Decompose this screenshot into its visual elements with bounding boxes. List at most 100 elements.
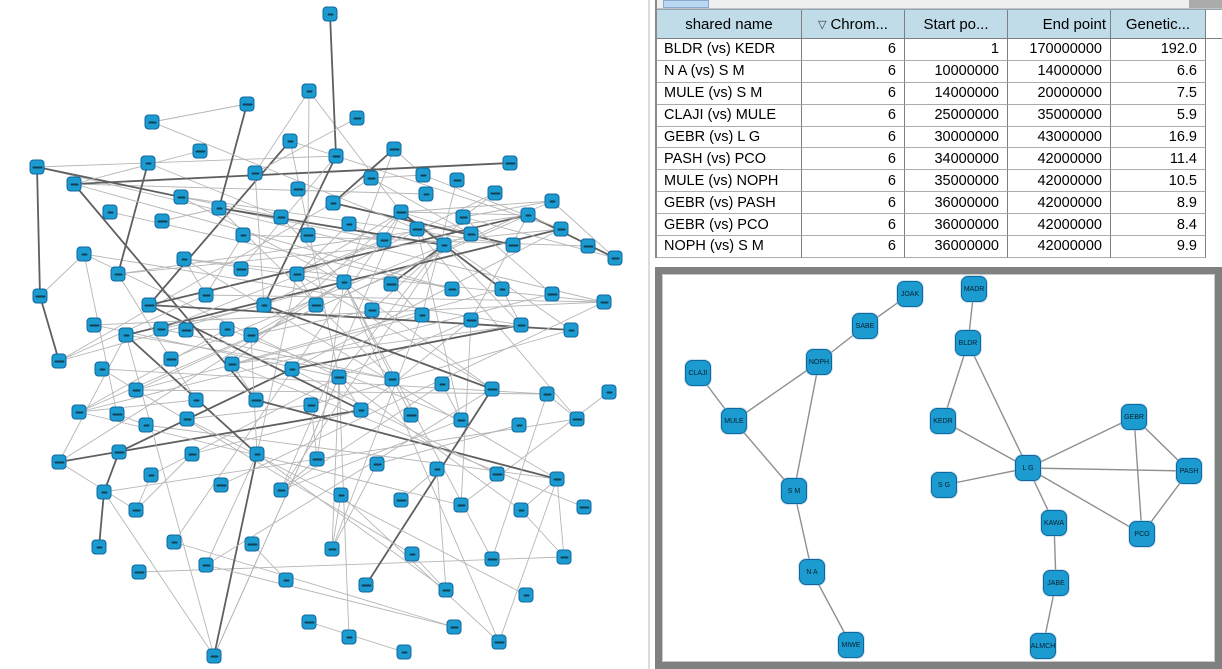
- graph-node[interactable]: [396, 644, 412, 660]
- graph-node[interactable]: [341, 629, 357, 645]
- table-row[interactable]: MULE (vs) NOPH 6 35000000 42000000 10.5: [657, 170, 1222, 193]
- graph-node[interactable]: [248, 392, 264, 408]
- graph-node[interactable]: [128, 502, 144, 518]
- graph-node[interactable]: [544, 193, 560, 209]
- table-row[interactable]: BLDR (vs) KEDR 6 1 170000000 192.0: [657, 39, 1222, 61]
- graph-node[interactable]: [166, 534, 182, 550]
- graph-node-claji[interactable]: CLAJI: [685, 360, 711, 386]
- graph-node[interactable]: [369, 456, 385, 472]
- graph-node[interactable]: [153, 321, 169, 337]
- graph-node[interactable]: [247, 165, 263, 181]
- graph-node[interactable]: [300, 227, 316, 243]
- detail-network-canvas[interactable]: JOAK MADR SABE BLDR NOPH CLAJI MULE KEDR GEBR L G…: [662, 274, 1215, 662]
- graph-node[interactable]: [549, 471, 565, 487]
- graph-node[interactable]: [436, 237, 452, 253]
- graph-node[interactable]: [505, 237, 521, 253]
- graph-node-joak[interactable]: JOAK: [897, 281, 923, 307]
- graph-node[interactable]: [140, 155, 156, 171]
- graph-node[interactable]: [303, 397, 319, 413]
- graph-node[interactable]: [51, 454, 67, 470]
- graph-node[interactable]: [341, 216, 357, 232]
- graph-node[interactable]: [163, 351, 179, 367]
- graph-node[interactable]: [273, 209, 289, 225]
- graph-node[interactable]: [154, 213, 170, 229]
- graph-node-s-m[interactable]: S M: [781, 478, 807, 504]
- graph-node[interactable]: [179, 411, 195, 427]
- column-header-shared-name[interactable]: shared name: [657, 10, 802, 38]
- graph-node[interactable]: [71, 404, 87, 420]
- graph-node[interactable]: [363, 170, 379, 186]
- graph-node[interactable]: [111, 444, 127, 460]
- graph-node[interactable]: [386, 141, 402, 157]
- graph-node-pco[interactable]: PCO: [1129, 521, 1155, 547]
- graph-node[interactable]: [491, 634, 507, 650]
- graph-node[interactable]: [328, 148, 344, 164]
- graph-node[interactable]: [144, 114, 160, 130]
- graph-node[interactable]: [301, 83, 317, 99]
- graph-node[interactable]: [198, 557, 214, 573]
- table-row[interactable]: MULE (vs) S M 6 14000000 20000000 7.5: [657, 82, 1222, 105]
- graph-node[interactable]: [184, 446, 200, 462]
- graph-node[interactable]: [539, 386, 555, 402]
- graph-node[interactable]: [322, 6, 338, 22]
- graph-node[interactable]: [110, 266, 126, 282]
- graph-node-bldr[interactable]: BLDR: [955, 330, 981, 356]
- graph-node[interactable]: [393, 492, 409, 508]
- graph-node[interactable]: [580, 238, 596, 254]
- column-header-start-position[interactable]: Start po...: [905, 10, 1008, 38]
- graph-node[interactable]: [235, 227, 251, 243]
- graph-node[interactable]: [556, 549, 572, 565]
- graph-node[interactable]: [66, 176, 82, 192]
- graph-node[interactable]: [224, 356, 240, 372]
- filter-icon[interactable]: ▽: [818, 18, 827, 31]
- graph-node[interactable]: [449, 172, 465, 188]
- graph-node[interactable]: [333, 487, 349, 503]
- graph-node-miwe[interactable]: MIWE: [838, 632, 864, 658]
- table-row[interactable]: N A (vs) S M 6 10000000 14000000 6.6: [657, 60, 1222, 83]
- graph-node[interactable]: [233, 261, 249, 277]
- column-header-chromosome[interactable]: ▽ Chrom...: [802, 10, 905, 38]
- graph-node[interactable]: [96, 484, 112, 500]
- graph-node[interactable]: [138, 417, 154, 433]
- graph-node[interactable]: [206, 648, 222, 664]
- graph-node[interactable]: [513, 502, 529, 518]
- graph-node[interactable]: [607, 250, 623, 266]
- graph-node[interactable]: [273, 482, 289, 498]
- graph-node[interactable]: [290, 181, 306, 197]
- graph-node-s-g[interactable]: S G: [931, 472, 957, 498]
- graph-node[interactable]: [403, 407, 419, 423]
- graph-node[interactable]: [76, 246, 92, 262]
- graph-node[interactable]: [446, 619, 462, 635]
- graph-node[interactable]: [141, 297, 157, 313]
- graph-node[interactable]: [463, 312, 479, 328]
- graph-node[interactable]: [553, 221, 569, 237]
- graph-node[interactable]: [91, 539, 107, 555]
- graph-node-l-g[interactable]: L G: [1015, 455, 1041, 481]
- graph-node[interactable]: [434, 376, 450, 392]
- graph-node[interactable]: [429, 461, 445, 477]
- graph-node-kedr[interactable]: KEDR: [930, 408, 956, 434]
- graph-node[interactable]: [463, 226, 479, 242]
- graph-node-jabe[interactable]: JABE: [1043, 570, 1069, 596]
- graph-node[interactable]: [211, 200, 227, 216]
- graph-node[interactable]: [244, 536, 260, 552]
- graph-node[interactable]: [198, 287, 214, 303]
- graph-node[interactable]: [192, 143, 208, 159]
- graph-node[interactable]: [308, 297, 324, 313]
- graph-node[interactable]: [453, 412, 469, 428]
- graph-node[interactable]: [484, 381, 500, 397]
- graph-node[interactable]: [518, 587, 534, 603]
- graph-node[interactable]: [51, 353, 67, 369]
- graph-node[interactable]: [384, 371, 400, 387]
- graph-node[interactable]: [32, 288, 48, 304]
- graph-node[interactable]: [409, 221, 425, 237]
- graph-node[interactable]: [444, 281, 460, 297]
- graph-node[interactable]: [178, 322, 194, 338]
- graph-node[interactable]: [29, 159, 45, 175]
- graph-node[interactable]: [173, 189, 189, 205]
- graph-node[interactable]: [353, 402, 369, 418]
- graph-node-almch[interactable]: ALMCH: [1030, 633, 1056, 659]
- graph-node[interactable]: [131, 564, 147, 580]
- graph-node[interactable]: [188, 392, 204, 408]
- graph-node-sabe[interactable]: SABE: [852, 313, 878, 339]
